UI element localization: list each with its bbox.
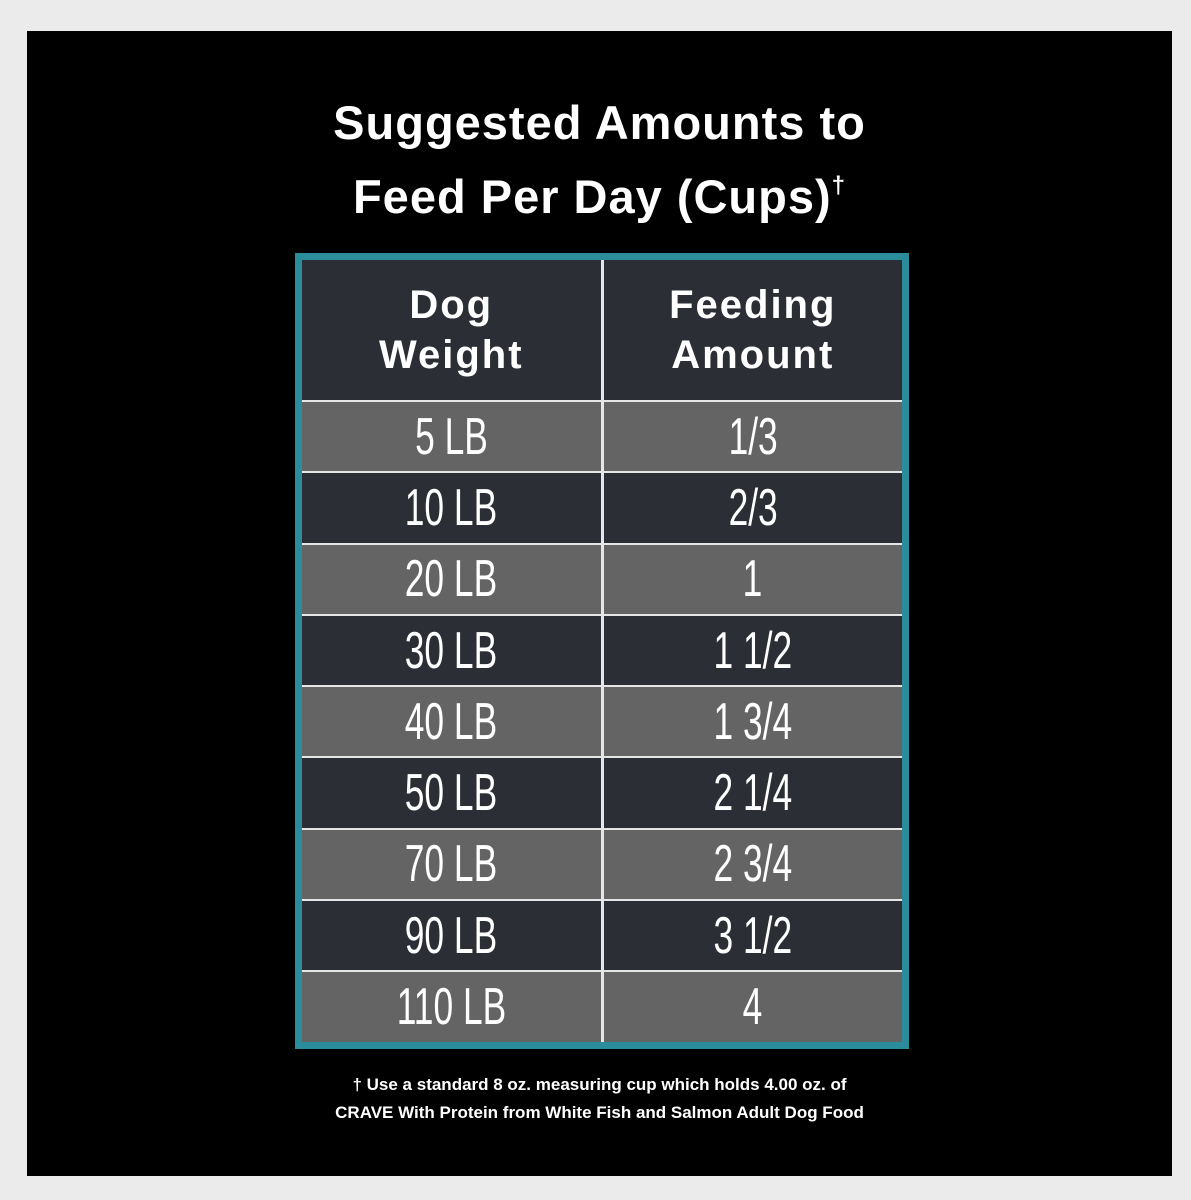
cell-text: 110 LB: [396, 978, 506, 1037]
header-cell: Dog Weight: [302, 260, 601, 400]
cell-text: 2 1/4: [713, 764, 793, 823]
table-cell: 50 LB: [302, 758, 601, 828]
table-cell: 40 LB: [302, 687, 601, 757]
table-cell: 1 1/2: [600, 615, 902, 686]
panel: Suggested Amounts to Feed Per Day (Cups)†…: [27, 31, 1172, 1176]
table-row: 5 LB 1/3: [302, 400, 902, 472]
table-cell: 30 LB: [302, 615, 601, 686]
cell-text: 3 1/2: [713, 906, 793, 965]
table-cell: 2/3: [600, 473, 902, 543]
cell-text: 70 LB: [405, 835, 498, 894]
table-row: 20 LB 1: [302, 542, 902, 614]
cell-text: 1 1/2: [713, 621, 793, 680]
table-cell: 5 LB: [302, 402, 601, 472]
title-line: Suggested Amounts to: [27, 91, 1172, 154]
footnote: † Use a standard 8 oz. measuring cup whi…: [27, 1071, 1172, 1127]
title-line: Feed Per Day (Cups)†: [27, 154, 1172, 228]
cell-text: 4: [742, 978, 763, 1037]
cell-text: 2/3: [728, 478, 778, 537]
table-cell: 2 1/4: [600, 758, 902, 828]
table-row: 30 LB 1 1/2: [302, 613, 902, 686]
header-text: Weight: [378, 333, 524, 377]
header-text: Amount: [671, 333, 835, 377]
footnote-line: CRAVE With Protein from White Fish and S…: [335, 1103, 864, 1122]
table-row: 50 LB 2 1/4: [302, 756, 902, 828]
cell-text: 40 LB: [405, 692, 498, 751]
table-row: 90 LB 3 1/2: [302, 899, 902, 971]
header-row: Dog Weight Feeding Amount: [302, 260, 902, 400]
table-cell: 10 LB: [302, 473, 601, 543]
header-cell: Feeding Amount: [600, 260, 902, 400]
cell-text: 50 LB: [405, 764, 498, 823]
footnote-line: † Use a standard 8 oz. measuring cup whi…: [352, 1075, 847, 1094]
header-text: Feeding: [669, 283, 837, 327]
cell-text: 5 LB: [414, 407, 488, 466]
table-cell: 4: [600, 972, 902, 1042]
title-text: Feed Per Day (Cups): [352, 170, 832, 223]
table-row: 70 LB 2 3/4: [302, 827, 902, 900]
feeding-table: Dog Weight Feeding Amount 5 LB 1/3 10 LB 2/3 20 …: [295, 253, 909, 1049]
table-cell: 70 LB: [302, 829, 601, 900]
title: Suggested Amounts to Feed Per Day (Cups)†: [27, 91, 1172, 228]
cell-text: 30 LB: [405, 621, 498, 680]
table-cell: 1: [600, 544, 902, 614]
table-row: 10 LB 2/3: [302, 471, 902, 543]
cell-text: 2 3/4: [713, 835, 793, 894]
cell-text: 10 LB: [405, 478, 498, 537]
cell-text: 1: [742, 550, 763, 609]
table-cell: 2 3/4: [600, 829, 902, 900]
table-row: 110 LB 4: [302, 970, 902, 1042]
table-cell: 20 LB: [302, 544, 601, 614]
header-text: Dog: [409, 283, 494, 327]
cell-text: 1 3/4: [713, 692, 793, 751]
table-cell: 1/3: [600, 402, 902, 472]
table-cell: 90 LB: [302, 901, 601, 971]
table-cell: 3 1/2: [600, 901, 902, 971]
table-cell: 110 LB: [302, 972, 601, 1042]
cell-text: 90 LB: [405, 906, 498, 965]
table-row: 40 LB 1 3/4: [302, 685, 902, 757]
cell-text: 20 LB: [405, 550, 498, 609]
cell-text: 1/3: [728, 407, 778, 466]
title-mark: †: [831, 172, 847, 199]
title-text: Suggested Amounts to: [333, 96, 866, 149]
table-cell: 1 3/4: [600, 687, 902, 757]
